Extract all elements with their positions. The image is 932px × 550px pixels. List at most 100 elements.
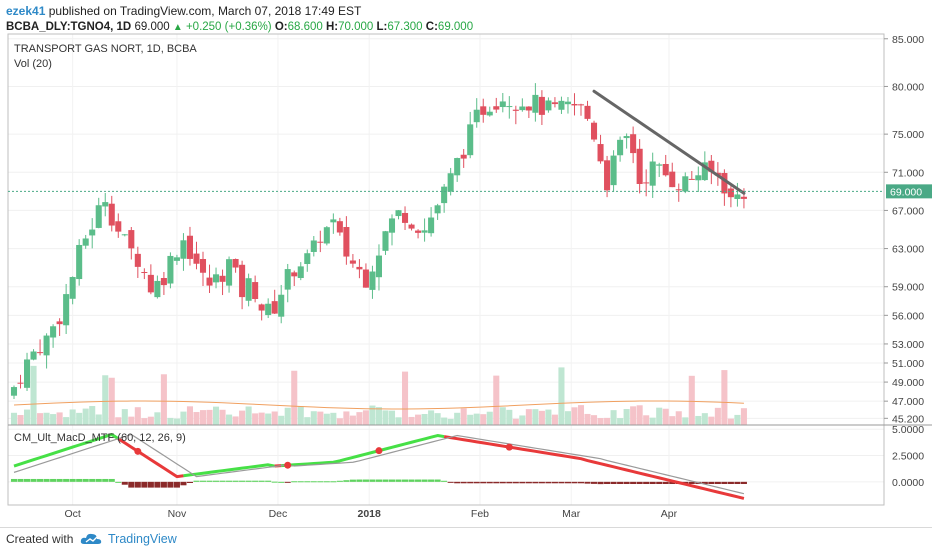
candle-body [141,272,148,274]
candle-body [564,101,571,105]
histogram-bar [369,479,376,482]
volume-bar [656,407,663,425]
histogram-bar [356,479,363,482]
histogram-bar [63,478,70,482]
price-chart[interactable]: 85.000 80.000 75.000 71.000 67.000 63.000 59.0… [0,0,932,528]
candle-body [369,271,376,290]
volume-bar [297,406,304,425]
candle-body [330,219,337,223]
volume-bar [317,411,324,425]
candle-body [362,269,369,288]
volume-bar [271,411,278,425]
histogram-bar [108,478,115,482]
candle-body [467,124,474,156]
volume-bar [115,417,122,425]
volume-bar [571,407,578,425]
histogram-bar [278,481,285,483]
candle-body [388,218,396,233]
volume-bar [284,407,291,425]
histogram-bar [525,481,532,484]
candle-body [597,144,604,162]
candle-body [721,172,728,194]
histogram-bar [597,481,604,485]
histogram-bar [662,481,669,485]
histogram-bar [349,479,356,482]
volume-bar [343,411,350,425]
histogram-bar [134,481,141,488]
low-label: L: [376,21,388,33]
candle-body [43,335,50,356]
histogram-bar [323,481,330,483]
histogram-bar [252,480,259,482]
candle-body [734,194,741,200]
volume-bar [375,407,382,425]
y-tick-label: 63.000 [892,244,924,256]
histogram-bar [493,481,500,484]
volume-bar [617,418,624,425]
histogram-bar [734,481,741,485]
histogram-bar [30,478,37,482]
candle-body [571,103,578,106]
candle-body [226,259,233,286]
candle-body [69,277,76,299]
volume-bar [154,412,161,425]
signal-line [13,433,745,495]
histogram-bar [193,480,200,482]
y-tick-label: 67.000 [892,205,924,217]
candle-body [643,182,650,184]
candle-body [512,109,519,111]
volume-bar [721,370,728,425]
histogram-bar [577,481,585,484]
histogram-bar [284,481,291,483]
histogram-bar [564,481,571,484]
candle-body [460,154,467,159]
volume-bar [545,409,552,425]
volume-bar [493,375,500,425]
candle-body [82,238,89,246]
volume-bar [604,417,611,425]
histogram-bar [571,481,578,484]
y-tick-label: 51.000 [892,358,924,370]
author-name[interactable]: ezek41 [6,4,46,18]
candle-body [76,244,83,280]
tradingview-brand[interactable]: TradingView [108,532,177,546]
histogram-bar [421,479,428,482]
tradingview-cloud-icon [80,533,102,544]
volume-bar [551,414,558,425]
y-tick-label: 85.000 [892,34,924,46]
volume-bar [421,413,428,425]
candle-body [213,274,220,283]
macd-tick-label: 0.0000 [892,477,924,489]
candle-body [160,278,167,286]
candle-body [278,294,285,317]
volume-bar [310,411,317,425]
histogram-bar [610,481,617,485]
candle-body [193,253,200,264]
candle-body [538,96,545,115]
last-price-tag [886,184,932,199]
volume-bar [141,418,148,425]
x-tick-label: Feb [471,508,489,520]
macd-down-segment [117,437,184,479]
volume-bar [675,411,682,425]
histogram-bar [186,481,193,483]
volume-bar [167,417,174,425]
histogram-bar [630,481,637,485]
y-tick-label: 56.000 [892,310,924,322]
histogram-bar [512,481,519,484]
candle-body [50,326,57,338]
histogram-bar [669,481,676,485]
candle-body [415,230,422,233]
volume-bar [564,411,571,425]
histogram-bar [532,481,539,484]
histogram-bar [441,480,448,482]
candle-body [186,235,193,259]
candle-body [265,303,272,316]
volume-bar [128,416,135,425]
volume-bars [10,365,747,425]
volume-bar [17,415,24,425]
price-change: +0.250 (+0.36%) [185,21,272,33]
volume-bar [160,374,167,425]
histogram-bar [317,481,324,483]
candle-body [493,106,500,110]
